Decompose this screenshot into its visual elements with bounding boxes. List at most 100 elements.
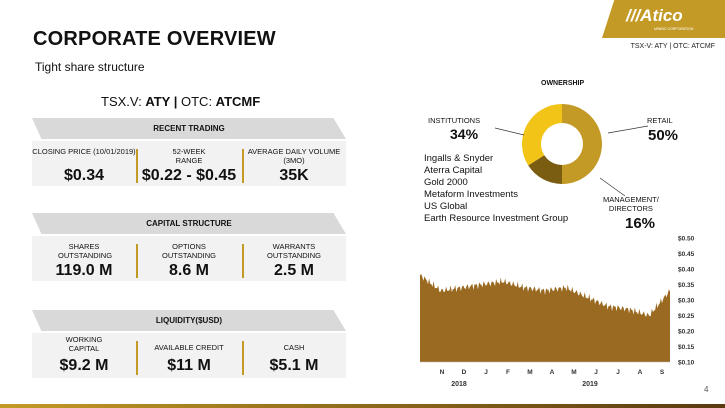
management-label-line-2: DIRECTORS <box>608 204 653 213</box>
retail-label: RETAIL <box>647 116 673 125</box>
liquidity-section: LIQUIDITY($USD) WORKING CAPITAL $9.2 M A… <box>32 310 346 380</box>
stat-label: WARRANTS OUTSTANDING <box>266 242 322 260</box>
company-logo: ///Atico MINING CORPORATION <box>602 0 725 38</box>
leader-line-retail <box>607 125 649 134</box>
stat-value: $9.2 M <box>59 357 109 374</box>
share-price-chart: $0.10 $0.15 $0.20 $0.25 $0.30 $0.35 $0.40 $0.45… <box>420 236 695 388</box>
x-tick-label: A <box>550 369 555 376</box>
holder-item: Gold 2000 <box>424 177 468 188</box>
stat-cell: 52-WEEK RANGE $0.22 - $0.45 <box>137 141 241 186</box>
section-title: LIQUIDITY($USD) <box>155 316 223 325</box>
year-label: 2019 <box>582 381 598 388</box>
header-ticker: TSX-V: ATY | OTC: ATCMF <box>630 43 715 50</box>
x-tick-label: J <box>594 369 598 376</box>
stat-label: CLOSING PRICE (10/01/2019) <box>32 147 136 156</box>
y-tick-label: $0.15 <box>678 344 695 351</box>
stat-label: OPTIONS OUTSTANDING <box>161 242 217 260</box>
gold-divider <box>136 341 138 375</box>
stat-label: AVERAGE DAILY VOLUME (3MO) <box>247 147 341 165</box>
section-body: SHARES OUTSTANDING 119.0 M OPTIONS OUTST… <box>32 236 346 281</box>
x-tick-label: M <box>527 369 532 376</box>
section-body: WORKING CAPITAL $9.2 M AVAILABLE CREDIT … <box>32 333 346 378</box>
management-label: MANAGEMENT/ DIRECTORS <box>603 195 659 213</box>
holder-item: Ingalls & Snyder <box>424 153 494 164</box>
ticker-prefix-2: OTC: <box>181 94 216 109</box>
capital-structure-section: CAPITAL STRUCTURE SHARES OUTSTANDING 119… <box>32 213 346 283</box>
donut-hole <box>541 123 583 165</box>
price-area-series <box>420 273 670 362</box>
logo-tagline: MINING CORPORATION <box>654 27 694 31</box>
x-tick-label: S <box>660 369 665 376</box>
slide-subtitle: Tight share structure <box>35 60 145 74</box>
stat-label: SHARES OUTSTANDING <box>58 242 113 260</box>
x-tick-label: M <box>571 369 576 376</box>
gold-divider <box>242 149 244 183</box>
stat-cell: SHARES OUTSTANDING 119.0 M <box>32 236 136 281</box>
gold-divider <box>136 244 138 278</box>
ticker-symbol-1: ATY <box>145 94 171 109</box>
y-tick-label: $0.40 <box>678 267 695 274</box>
slide-title: CORPORATE OVERVIEW <box>33 28 276 50</box>
stat-cell: OPTIONS OUTSTANDING 8.6 M <box>137 236 241 281</box>
stat-value: 119.0 M <box>55 262 113 279</box>
year-label: 2018 <box>451 381 467 388</box>
logo-brand: ///Atico <box>626 6 683 25</box>
x-tick-label: J <box>484 369 488 376</box>
page-number: 4 <box>704 385 709 394</box>
stat-label: WORKING CAPITAL <box>65 335 103 353</box>
y-tick-label: $0.50 <box>678 236 695 243</box>
stat-cell: WARRANTS OUTSTANDING 2.5 M <box>242 236 346 281</box>
recent-trading-section: RECENT TRADING CLOSING PRICE (10/01/2019… <box>32 118 346 188</box>
ticker-symbol-2: ATCMF <box>215 94 261 109</box>
management-percent: 16% <box>625 215 656 232</box>
y-tick-label: $0.20 <box>678 329 695 336</box>
stat-label: 52-WEEK RANGE <box>172 147 206 165</box>
x-tick-label: A <box>638 369 643 376</box>
ticker-line: TSX.V: ATY | OTC: ATCMF <box>101 94 260 109</box>
stat-value: $0.34 <box>63 167 105 184</box>
ticker-separator: | <box>170 94 181 109</box>
stat-value: 35K <box>279 167 309 184</box>
stat-value: $0.22 - $0.45 <box>141 167 237 184</box>
stat-cell: AVERAGE DAILY VOLUME (3MO) 35K <box>242 141 346 186</box>
institutions-label: INSTITUTIONS <box>428 116 481 125</box>
holder-item: Aterra Capital <box>424 165 483 176</box>
holder-item: US Global <box>424 201 468 212</box>
footer-gradient-bar <box>0 404 725 408</box>
section-header-bg <box>32 213 346 234</box>
gold-divider <box>242 244 244 278</box>
management-label-line-1: MANAGEMENT/ <box>603 195 659 204</box>
y-tick-label: $0.10 <box>678 360 695 367</box>
gold-divider <box>242 341 244 375</box>
stat-value: 8.6 M <box>168 262 209 279</box>
section-body: CLOSING PRICE (10/01/2019) $0.34 52-WEEK… <box>32 141 346 186</box>
institutions-percent: 34% <box>450 126 479 142</box>
section-header-bg <box>32 118 346 139</box>
institutional-holders-list: Ingalls & Snyder Aterra Capital Gold 200… <box>424 153 568 225</box>
gold-divider <box>136 149 138 183</box>
y-tick-label: $0.30 <box>678 298 695 305</box>
ticker-prefix-1: TSX.V: <box>101 94 146 109</box>
stat-value: $5.1 M <box>269 357 319 374</box>
stat-value: 2.5 M <box>273 262 314 279</box>
x-tick-label: J <box>616 369 620 376</box>
stat-label: AVAILABLE CREDIT <box>154 343 224 352</box>
retail-percent: 50% <box>648 127 679 144</box>
x-tick-label: D <box>462 369 467 376</box>
section-title: RECENT TRADING <box>153 124 225 133</box>
y-tick-label: $0.35 <box>678 282 695 289</box>
section-header-bg <box>32 310 346 331</box>
stat-label: CASH <box>283 343 305 352</box>
x-tick-label: N <box>440 369 445 376</box>
ownership-title: OWNERSHIP <box>541 80 585 87</box>
ownership-donut-chart <box>522 104 602 184</box>
x-tick-label: F <box>506 369 510 376</box>
holder-item: Earth Resource Investment Group <box>424 213 569 224</box>
section-title: CAPITAL STRUCTURE <box>146 219 232 228</box>
stat-cell: AVAILABLE CREDIT $11 M <box>137 333 241 378</box>
stat-cell: CASH $5.1 M <box>242 333 346 378</box>
holder-item: Metaform Investments <box>424 189 518 200</box>
y-tick-label: $0.45 <box>678 251 695 258</box>
y-tick-label: $0.25 <box>678 313 695 320</box>
stat-cell: WORKING CAPITAL $9.2 M <box>32 333 136 378</box>
